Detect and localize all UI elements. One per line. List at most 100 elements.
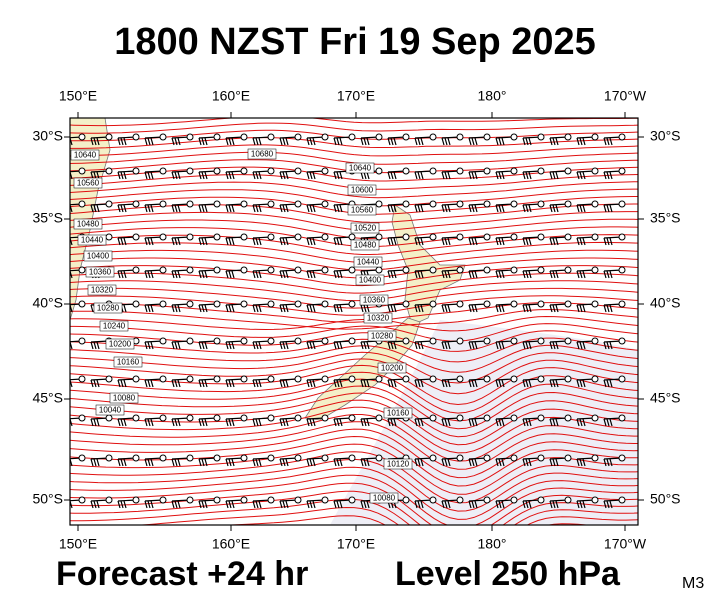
station (537, 133, 545, 141)
barb-feather (522, 341, 526, 350)
station (240, 266, 248, 274)
barb-feather (549, 204, 553, 213)
barb-feather (120, 270, 124, 279)
barb-feather (441, 204, 445, 213)
lat-label-left: 45°S (32, 390, 63, 406)
station (213, 375, 221, 383)
station (483, 414, 491, 422)
barb-feather (549, 304, 553, 313)
station (429, 133, 437, 141)
barb-feather (150, 341, 154, 350)
barb-feather (336, 137, 340, 146)
station (240, 337, 248, 345)
contour-label-box (367, 330, 397, 342)
barb-feather (258, 500, 262, 509)
barb-feather (255, 379, 259, 388)
barb-feather (576, 270, 580, 279)
contour-label-box (99, 320, 129, 332)
station (510, 337, 518, 345)
barb-feather (444, 137, 448, 146)
barb-feather (528, 204, 532, 213)
barb-feather (312, 171, 316, 180)
barb-feather (552, 500, 556, 509)
station (510, 266, 518, 274)
barb-feather (201, 341, 205, 350)
barb-feather (174, 304, 178, 313)
barb-feather (231, 137, 235, 146)
barb-feather (447, 204, 451, 213)
station (564, 414, 572, 422)
map-area: 10680 10640 10600 10560 10520 10480 10440 10400… (70, 118, 638, 525)
barb-feather (468, 458, 472, 467)
station (375, 266, 383, 274)
contour-line (70, 351, 638, 384)
barb-feather (225, 341, 229, 350)
lat-label-left: 35°S (32, 210, 63, 226)
barb-feather (252, 418, 256, 427)
contour-label: 10440 (357, 258, 380, 267)
barb-feather (258, 270, 262, 279)
barb-feather (528, 270, 532, 279)
barb-feather (393, 171, 397, 180)
barb-feather (150, 458, 154, 467)
station (429, 337, 437, 345)
barb-feather (339, 500, 343, 509)
station (321, 200, 329, 208)
barb-feather (279, 500, 283, 509)
barb-feather (336, 500, 340, 509)
barb-feather (447, 458, 451, 467)
barb-feather (201, 304, 205, 313)
barb-feather (198, 137, 202, 146)
barb-feather (576, 137, 580, 146)
station (591, 496, 599, 504)
barb-feather (177, 270, 181, 279)
barb-feather (120, 237, 124, 246)
barb-feather (549, 418, 553, 427)
barb-feather (255, 341, 259, 350)
barb-feather (606, 237, 610, 246)
barb-feather (414, 171, 418, 180)
barb-feather (576, 341, 580, 350)
barb-feather (120, 379, 124, 388)
station (429, 200, 437, 208)
contour-label: 10160 (387, 409, 410, 418)
contour-label-box (247, 148, 277, 160)
station (105, 414, 113, 422)
barb-feather (231, 500, 235, 509)
barb-feather (144, 137, 148, 146)
station (537, 167, 545, 175)
barb-feather (495, 137, 499, 146)
map-frame (69, 117, 639, 526)
station (78, 266, 86, 274)
station (213, 133, 221, 141)
station (429, 300, 437, 308)
barb-feather (171, 137, 175, 146)
station (375, 414, 383, 422)
contour-line (70, 392, 638, 438)
barb-feather (525, 500, 529, 509)
barb-feather (417, 500, 421, 509)
barb-feather (444, 500, 448, 509)
barb-feather (333, 458, 337, 467)
station (348, 337, 356, 345)
barb-feather (150, 171, 154, 180)
barb-feather (171, 304, 175, 313)
station (321, 133, 329, 141)
barb-feather (171, 458, 175, 467)
barb-feather (333, 418, 337, 427)
contour-label: 10520 (354, 224, 377, 233)
lon-label-top: 170°E (337, 88, 375, 104)
station (483, 337, 491, 345)
barb-feather (285, 418, 289, 427)
contour-line (70, 428, 638, 479)
contour-label: 10240 (103, 322, 126, 331)
barb-feather (117, 418, 121, 427)
barb-feather (171, 270, 175, 279)
barb-feather (228, 458, 232, 467)
barb-feather (420, 304, 424, 313)
contour-line (70, 265, 638, 287)
barb-feather (93, 418, 97, 427)
barb-feather (255, 270, 259, 279)
barb-feather (339, 237, 343, 246)
station (186, 414, 194, 422)
